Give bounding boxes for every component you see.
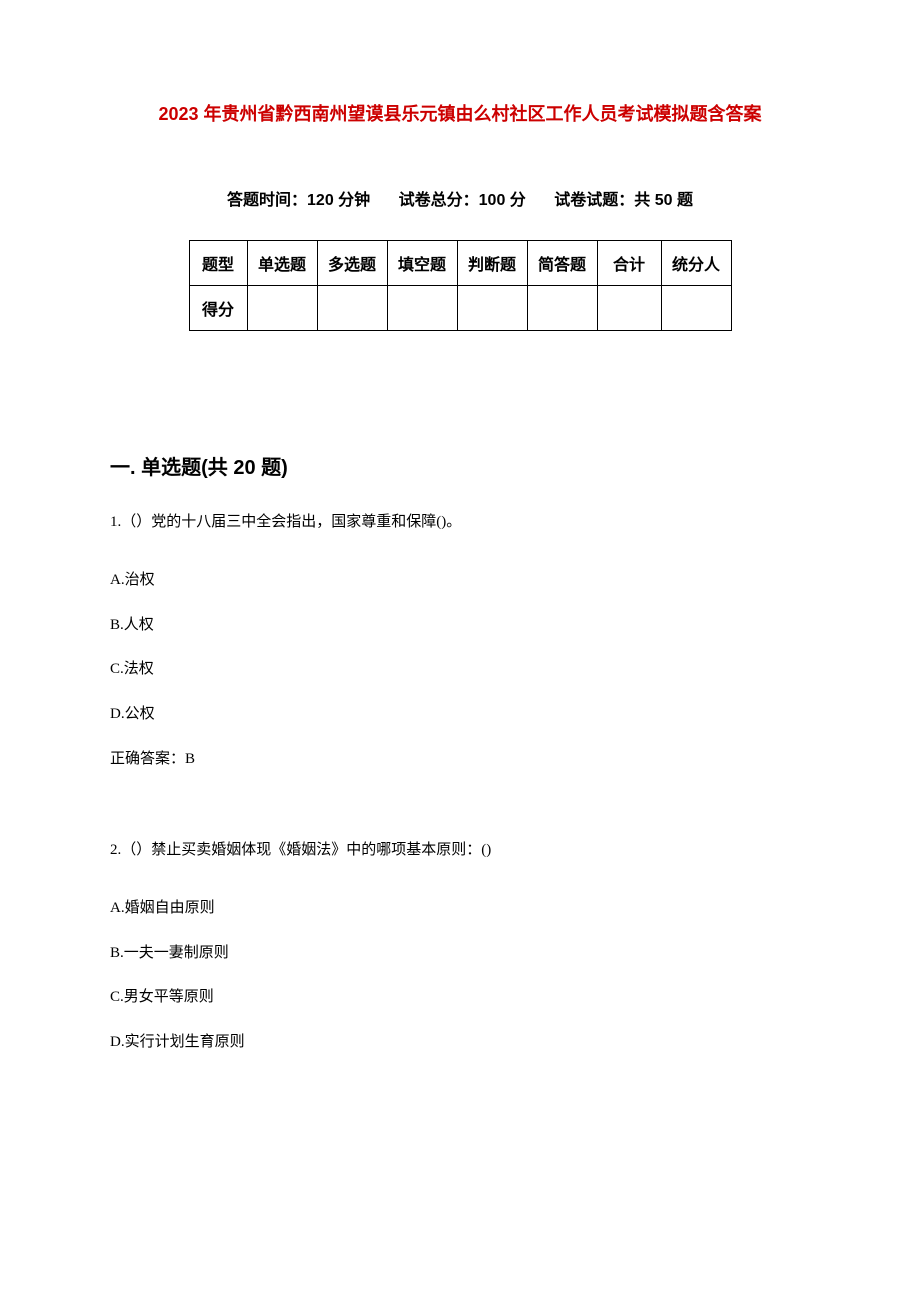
table-cell	[387, 286, 457, 331]
table-header-row: 题型 单选题 多选题 填空题 判断题 简答题 合计 统分人	[189, 241, 731, 286]
exam-info: 答题时间：120 分钟 试卷总分：100 分 试卷试题：共 50 题	[110, 186, 810, 210]
exam-score: 试卷总分：100 分	[399, 192, 526, 209]
table-cell	[457, 286, 527, 331]
table-cell	[527, 286, 597, 331]
table-header-cell: 填空题	[387, 241, 457, 286]
section-heading: 一. 单选题(共 20 题)	[110, 451, 810, 480]
document-title: 2023 年贵州省黔西南州望谟县乐元镇由么村社区工作人员考试模拟题含答案	[110, 100, 810, 126]
table-header-cell: 题型	[189, 241, 247, 286]
exam-count: 试卷试题：共 50 题	[554, 192, 693, 209]
option-d: D.公权	[110, 703, 810, 726]
table-cell	[317, 286, 387, 331]
table-header-cell: 简答题	[527, 241, 597, 286]
option-b: B.一夫一妻制原则	[110, 942, 810, 965]
table-header-cell: 判断题	[457, 241, 527, 286]
table-header-cell: 统分人	[661, 241, 731, 286]
table-cell	[597, 286, 661, 331]
exam-time: 答题时间：120 分钟	[227, 192, 370, 209]
score-table: 题型 单选题 多选题 填空题 判断题 简答题 合计 统分人 得分	[189, 240, 732, 331]
table-row-label: 得分	[189, 286, 247, 331]
question-block-2: 2.（）禁止买卖婚姻体现《婚姻法》中的哪项基本原则：() A.婚姻自由原则 B.…	[110, 838, 810, 1053]
question-text: 1.（）党的十八届三中全会指出，国家尊重和保障()。	[110, 510, 810, 534]
option-b: B.人权	[110, 614, 810, 637]
option-d: D.实行计划生育原则	[110, 1031, 810, 1054]
table-cell	[661, 286, 731, 331]
table-header-cell: 合计	[597, 241, 661, 286]
question-block-1: 1.（）党的十八届三中全会指出，国家尊重和保障()。 A.治权 B.人权 C.法…	[110, 510, 810, 768]
option-a: A.治权	[110, 569, 810, 592]
option-a: A.婚姻自由原则	[110, 897, 810, 920]
option-c: C.法权	[110, 658, 810, 681]
option-c: C.男女平等原则	[110, 986, 810, 1009]
table-header-cell: 单选题	[247, 241, 317, 286]
table-header-cell: 多选题	[317, 241, 387, 286]
correct-answer: 正确答案：B	[110, 747, 810, 768]
question-text: 2.（）禁止买卖婚姻体现《婚姻法》中的哪项基本原则：()	[110, 838, 810, 862]
table-score-row: 得分	[189, 286, 731, 331]
table-cell	[247, 286, 317, 331]
